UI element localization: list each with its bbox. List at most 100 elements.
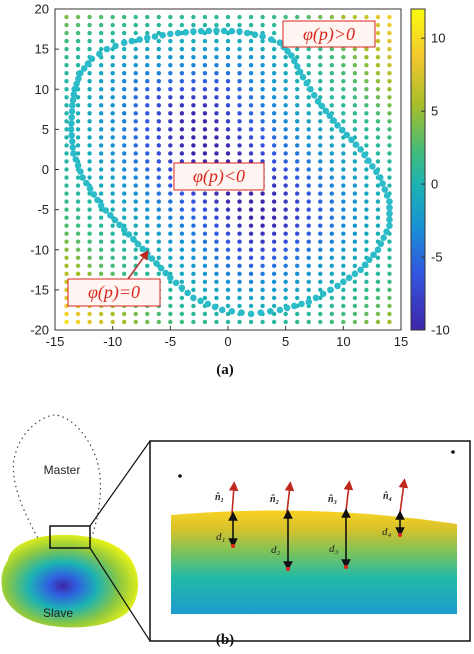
grid-point	[179, 103, 185, 108]
grid-point	[364, 183, 369, 188]
grid-point	[156, 54, 161, 60]
grid-point	[110, 143, 115, 148]
grid-point	[260, 22, 265, 28]
grid-point	[179, 255, 185, 260]
grid-point	[156, 119, 161, 124]
grid-point	[318, 191, 323, 196]
grid-point	[64, 103, 69, 108]
grid-point	[318, 303, 323, 309]
zoom-connector-top	[89, 440, 151, 527]
grid-point	[248, 207, 254, 212]
grid-point	[202, 295, 208, 301]
grid-point	[191, 263, 196, 268]
grid-point	[260, 135, 265, 140]
boundary-point	[73, 80, 80, 88]
grid-point	[87, 271, 92, 277]
grid-point	[122, 14, 127, 20]
grid-point	[364, 279, 369, 285]
grid-point	[318, 159, 323, 164]
grid-point	[341, 62, 346, 68]
distance-label-2: d₂	[271, 544, 281, 556]
grid-point	[179, 223, 185, 228]
grid-point	[64, 167, 69, 172]
grid-point	[295, 287, 300, 293]
grid-point	[133, 14, 138, 20]
grid-point	[145, 191, 150, 196]
grid-point	[271, 54, 277, 60]
grid-point	[271, 199, 277, 204]
grid-point	[179, 22, 185, 28]
caption-a: (a)	[216, 362, 234, 378]
grid-point	[271, 255, 277, 260]
grid-point	[202, 95, 208, 100]
grid-point	[179, 271, 185, 277]
grid-point	[271, 111, 277, 116]
grid-point	[202, 239, 208, 244]
grid-point	[122, 183, 127, 188]
grid-point	[202, 46, 208, 52]
grid-point	[133, 54, 138, 60]
grid-point	[352, 119, 358, 124]
grid-point	[145, 54, 150, 60]
grid-point	[202, 215, 208, 220]
grid-point	[110, 271, 115, 277]
grid-point	[306, 223, 311, 228]
grid-point	[168, 71, 173, 76]
grid-point	[156, 95, 161, 100]
grid-point	[260, 271, 265, 277]
grid-point	[168, 175, 173, 180]
grid-point	[202, 199, 208, 204]
grid-point	[145, 199, 150, 204]
grid-point	[271, 175, 277, 180]
grid-point	[98, 62, 104, 68]
grid-point	[156, 223, 161, 228]
grid-point	[283, 191, 288, 196]
grid-point	[237, 247, 242, 252]
grid-point	[214, 127, 219, 132]
grid-point	[237, 103, 242, 108]
grid-point	[110, 87, 115, 92]
grid-point	[122, 271, 127, 277]
grid-point	[260, 111, 265, 116]
grid-point	[202, 231, 208, 236]
annotation-boundary: φ(p)=0	[67, 250, 161, 307]
grid-point	[271, 263, 277, 268]
grid-point	[133, 215, 138, 220]
grid-point	[375, 87, 381, 92]
grid-point	[145, 46, 150, 52]
grid-point	[387, 271, 392, 277]
grid-point	[87, 239, 92, 244]
grid-point	[248, 255, 254, 260]
grid-point	[214, 103, 219, 108]
grid-point	[87, 175, 92, 180]
grid-point	[352, 111, 358, 116]
grid-point	[133, 311, 138, 317]
grid-point	[145, 239, 150, 244]
grid-point	[375, 127, 381, 132]
boundary-point	[103, 45, 111, 53]
grid-point	[179, 207, 185, 212]
grid-point	[145, 231, 150, 236]
boundary-point	[69, 144, 77, 151]
grid-point	[283, 295, 288, 301]
grid-point	[214, 79, 219, 84]
grid-point	[283, 223, 288, 228]
grid-point	[214, 191, 219, 196]
boundary-point	[386, 204, 393, 211]
grid-point	[156, 135, 161, 140]
grid-point	[352, 79, 358, 84]
grid-point	[271, 71, 277, 76]
grid-point	[329, 127, 334, 132]
grid-point	[214, 271, 219, 277]
grid-point	[133, 151, 138, 156]
grid-point	[225, 151, 231, 156]
grid-point	[145, 271, 150, 277]
grid-point	[306, 247, 311, 252]
boundary-point	[365, 256, 373, 264]
grid-point	[375, 38, 381, 44]
boundary-point	[343, 131, 351, 139]
boundary-point	[182, 28, 190, 36]
grid-point	[214, 263, 219, 268]
grid-point	[318, 46, 323, 52]
grid-point	[329, 199, 334, 204]
